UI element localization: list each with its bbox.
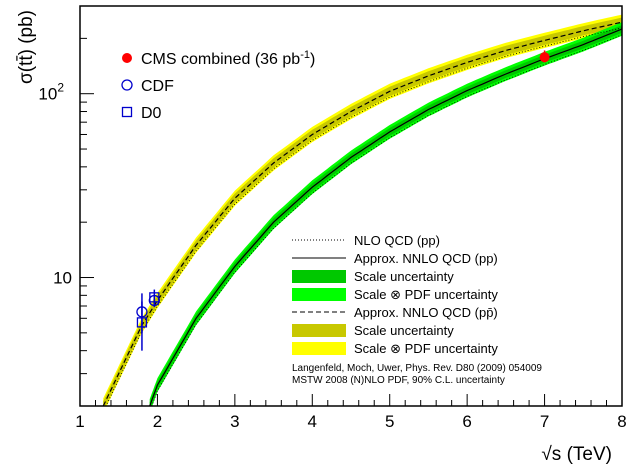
legend-swatch-2 (292, 270, 346, 283)
legend-swatch-5 (292, 324, 346, 337)
curve-nlo-pp (105, 27, 622, 406)
legend-label-1: CDF (141, 78, 174, 95)
x-tick-label-1: 2 (153, 412, 162, 431)
legend-theory-label-6: Scale ⊗ PDF uncertainty (354, 341, 498, 356)
legend-label-2: D0 (141, 105, 162, 122)
legend-label-0: CMS combined (36 pb-1) (141, 49, 315, 68)
theory-curves (102, 21, 622, 406)
x-axis: 1 2 3 4 5 6 7 8 (75, 394, 627, 431)
x-axis-label-suffix: (TeV) (561, 444, 612, 465)
x-tick-label-0: 1 (75, 412, 84, 431)
note-0: Langenfeld, Moch, Uwer, Phys. Rev. D80 (… (292, 363, 542, 374)
x-axis-label: √s (TeV) (541, 444, 612, 465)
plot-frame (79, 5, 623, 407)
y-tick-label-1: 102 (38, 81, 64, 104)
legend-theory-label-5: Scale uncertainty (354, 323, 454, 338)
legend-marker-2 (121, 106, 133, 118)
legend-theory-label-4: Approx. NNLO QCD (pp̄) (354, 305, 498, 320)
x-tick-label-3: 4 (308, 412, 317, 431)
curve-nnlo-pp-lhc (149, 28, 622, 406)
legend-theory-label-1: Approx. NNLO QCD (pp) (354, 251, 498, 266)
measurement-points (136, 50, 550, 351)
legend-theory-label-3: Scale ⊗ PDF uncertainty (354, 287, 498, 302)
x-axis-label-prefix: √s (541, 444, 561, 465)
legend-theory-label-2: Scale uncertainty (354, 269, 454, 284)
legend-marker-0 (122, 53, 132, 63)
note-1: MSTW 2008 (N)NLO PDF, 90% C.L. uncertain… (292, 375, 505, 386)
x-tick-label-2: 3 (230, 412, 239, 431)
legend-swatch-3 (292, 288, 346, 301)
x-tick-label-6: 7 (540, 412, 549, 431)
reference-notes: Langenfeld, Moch, Uwer, Phys. Rev. D80 (… (292, 363, 542, 386)
y-axis-label: σ(tt̄) (pb) (16, 10, 37, 84)
y-tick-label-0: 10 (53, 269, 72, 288)
legend-swatch-6 (292, 342, 346, 355)
x-tick-label-7: 8 (617, 412, 626, 431)
y-axis: 10 102 (38, 5, 94, 407)
x-tick-label-4: 5 (385, 412, 394, 431)
measurement-point-3 (136, 317, 148, 328)
measurement-point-0 (539, 52, 550, 63)
x-tick-label-5: 6 (462, 412, 471, 431)
legend-theory-label-0: NLO QCD (pp) (354, 233, 440, 248)
curve-nnlo-pp (102, 21, 622, 406)
legend-theory: NLO QCD (pp) Approx. NNLO QCD (pp) Scale u… (292, 233, 498, 356)
measurement-point-4 (149, 292, 160, 303)
legend-marker-1 (121, 79, 133, 91)
legend-measurements: CMS combined (36 pb-1) CDF D0 (121, 49, 315, 122)
